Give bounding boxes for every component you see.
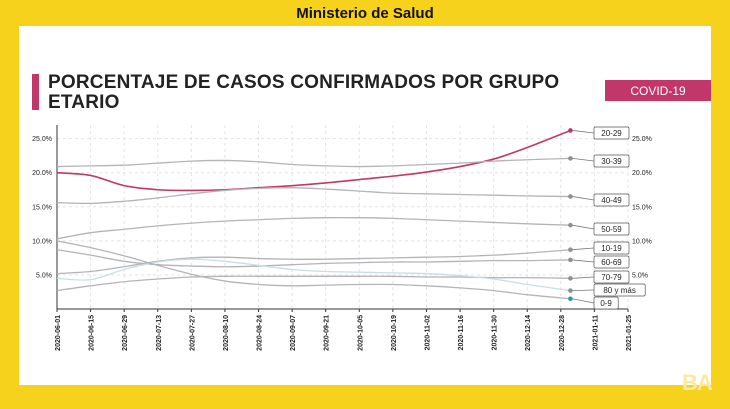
y-tick-label-left: 25.0% <box>32 136 52 143</box>
series-label-box-20-29 <box>593 126 630 140</box>
series-label-box-0-9 <box>593 296 619 310</box>
series-endpoint-20-29 <box>568 128 573 133</box>
x-tick-label: 2020-08-24 <box>257 315 264 351</box>
y-tick-label-right: 10.0% <box>632 238 652 245</box>
series-label-box-60-69 <box>593 255 630 269</box>
x-tick-label: 2020-09-07 <box>290 315 297 351</box>
chart-series <box>56 128 573 302</box>
series-line-0-9 <box>56 240 571 300</box>
series-leader-10-19 <box>572 247 595 251</box>
title-accent-bar <box>32 74 39 110</box>
x-tick-label: 2020-07-13 <box>156 315 163 351</box>
series-label-60-69: 60-69 <box>601 258 622 267</box>
series-label-30-39: 30-39 <box>601 157 622 166</box>
series-label-box-80-y-m-s <box>593 283 646 297</box>
series-label-box-10-19 <box>593 241 630 255</box>
series-leader-30-39 <box>572 157 595 162</box>
series-leader-40-49 <box>572 196 595 201</box>
x-tick-label: 2021-01-25 <box>626 315 633 351</box>
series-endpoint-40-49 <box>568 194 573 199</box>
x-tick-label: 2020-12-14 <box>525 315 532 351</box>
x-tick-label: 2020-10-19 <box>391 315 398 351</box>
series-label-box-30-39 <box>593 154 630 168</box>
chart-series-labels: 20-29 30-39 40-49 50-59 10-19 60-69 70-79 80 y … <box>572 126 646 310</box>
series-label-10-19: 10-19 <box>601 244 622 253</box>
y-tick-label-left: 15.0% <box>32 204 52 211</box>
series-endpoint-0-9 <box>568 296 573 302</box>
series-leader-60-69 <box>572 259 595 263</box>
series-label-box-40-49 <box>593 193 630 207</box>
series-leader-80-y-m-s <box>572 289 595 291</box>
x-tick-label: 2020-11-16 <box>458 315 465 351</box>
series-line-20-29 <box>56 129 571 192</box>
y-tick-label-right: 15.0% <box>632 204 652 211</box>
x-tick-label: 2021-01-11 <box>592 315 599 351</box>
series-line-30-39 <box>56 157 571 168</box>
series-label-80-y-m-s: 80 y más <box>603 286 635 295</box>
x-tick-label: 2020-06-29 <box>122 315 129 351</box>
series-line-40-49 <box>56 187 571 205</box>
series-line-80-y-m-s <box>56 258 571 292</box>
x-tick-label: 2020-11-02 <box>424 315 431 351</box>
series-label-box-70-79 <box>593 270 630 284</box>
series-endpoint-80-y-m-s <box>568 288 573 293</box>
series-label-20-29: 20-29 <box>601 129 622 138</box>
x-tick-label: 2020-06-01 <box>55 315 62 351</box>
series-line-60-69 <box>56 249 571 268</box>
y-tick-label-left: 20.0% <box>32 170 52 177</box>
series-leader-0-9 <box>572 298 595 304</box>
series-endpoint-70-79 <box>568 276 573 281</box>
series-leader-20-29 <box>572 130 595 134</box>
x-tick-label: 2020-11-30 <box>492 315 499 351</box>
x-tick-label: 2020-08-10 <box>223 315 230 351</box>
series-endpoint-30-39 <box>568 156 573 161</box>
series-leader-50-59 <box>572 224 595 230</box>
header-title: Ministerio de Salud <box>296 4 434 22</box>
chart-title: PORCENTAJE DE CASOS CONFIRMADOS POR GRUP… <box>48 72 560 113</box>
y-tick-label-left: 5.0% <box>36 272 52 279</box>
x-tick-label: 2020-12-28 <box>559 315 566 351</box>
y-tick-label-right: 5.0% <box>632 272 648 279</box>
x-tick-label: 2020-10-05 <box>357 315 364 351</box>
series-label-50-59: 50-59 <box>601 225 622 234</box>
series-label-40-49: 40-49 <box>601 196 622 205</box>
series-label-70-79: 70-79 <box>601 273 622 282</box>
series-line-50-59 <box>56 216 571 240</box>
y-tick-label-right: 20.0% <box>632 170 652 177</box>
covid-badge: COVID-19 <box>605 80 711 101</box>
header-bar: Ministerio de Salud <box>0 0 730 26</box>
x-tick-label: 2020-07-27 <box>189 315 196 351</box>
series-label-box-50-59 <box>593 222 630 236</box>
series-label-0-9: 0-9 <box>600 299 612 308</box>
series-endpoint-50-59 <box>568 222 573 228</box>
chart-grid <box>56 125 629 309</box>
x-tick-label: 2020-06-15 <box>89 315 96 351</box>
series-endpoint-60-69 <box>568 257 573 263</box>
series-endpoint-10-19 <box>568 247 573 253</box>
series-leader-70-79 <box>572 276 595 279</box>
ba-logo: BA <box>682 370 713 395</box>
y-tick-label-left: 10.0% <box>32 238 52 245</box>
x-tick-label: 2020-09-21 <box>324 315 331 351</box>
y-tick-label-right: 25.0% <box>632 136 652 143</box>
